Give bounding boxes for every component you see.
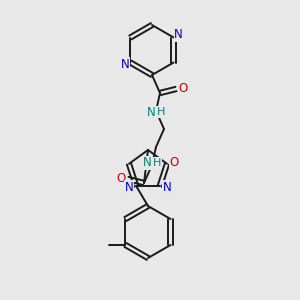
Text: O: O bbox=[169, 156, 178, 169]
Text: N: N bbox=[125, 181, 134, 194]
Text: N: N bbox=[147, 106, 155, 118]
Text: N: N bbox=[162, 181, 171, 194]
Text: H: H bbox=[153, 158, 161, 168]
Text: O: O bbox=[116, 172, 126, 184]
Text: N: N bbox=[142, 157, 152, 169]
Text: H: H bbox=[157, 107, 165, 117]
Text: N: N bbox=[121, 58, 130, 71]
Text: N: N bbox=[174, 28, 183, 41]
Text: O: O bbox=[178, 82, 188, 94]
